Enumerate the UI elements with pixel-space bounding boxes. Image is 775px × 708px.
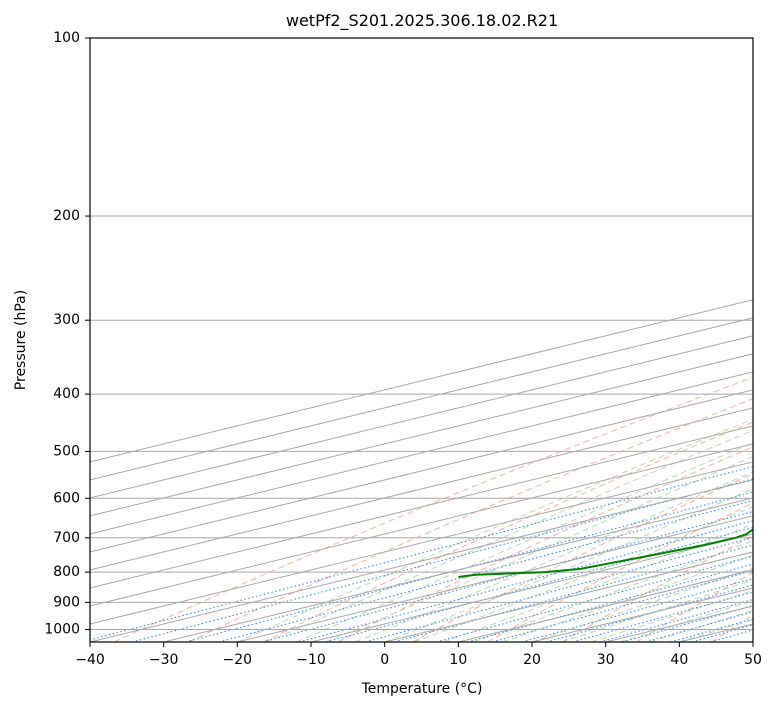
y-tick-label: 200 (53, 208, 80, 224)
mixing-ratio-line (546, 584, 753, 642)
mixing-ratio-line (131, 478, 753, 642)
x-tick-label: −30 (149, 652, 179, 668)
isotherm (90, 389, 753, 553)
series-line-2 (458, 528, 753, 578)
moist-adiabat (266, 429, 753, 642)
isotherm (90, 317, 753, 481)
chart-title: wetPf2_S201.2025.306.18.02.R21 (286, 11, 558, 31)
y-tick-label: 500 (53, 443, 80, 459)
isotherm (90, 407, 753, 571)
isotherm (90, 443, 753, 607)
x-tick-label: 0 (380, 652, 389, 668)
mixing-ratio-line (325, 526, 753, 642)
y-tick-label: 800 (53, 564, 80, 580)
axes: −40 −30 −20 −10 0 10 20 30 40 50 100 200 300 400 500 60… (44, 30, 762, 668)
mixing-ratio-line (521, 577, 753, 642)
x-tick-label: −40 (75, 652, 105, 668)
plot-border (89, 37, 754, 643)
y-tick-label: 100 (53, 30, 80, 46)
isotherm (90, 335, 753, 499)
moist-adiabat (531, 567, 753, 642)
plot-area (90, 38, 753, 642)
dry-adiabat (113, 376, 753, 642)
isotherm (90, 425, 753, 589)
x-tick-label: 10 (449, 652, 467, 668)
y-tick-label: 300 (53, 312, 80, 328)
x-tick-label: 50 (744, 652, 762, 668)
data-series (458, 528, 753, 578)
x-tick-label: 40 (670, 652, 688, 668)
isotherm (90, 479, 753, 642)
isotherm (237, 515, 753, 642)
x-tick-label: −20 (223, 652, 253, 668)
isotherm (90, 461, 753, 625)
plot-frame (89, 37, 754, 643)
x-tick-label: −10 (296, 652, 326, 668)
mixing-ratio-line (90, 465, 753, 641)
y-tick-label: 600 (53, 490, 80, 506)
dry-adiabat (263, 421, 753, 642)
moist-adiabat (384, 487, 753, 642)
y-tick-label: 700 (53, 530, 80, 546)
isotherm (90, 299, 753, 463)
y-tick-label: 1000 (44, 621, 80, 637)
y-tick-label: 900 (53, 594, 80, 610)
y-axis-label: Pressure (hPa) (13, 290, 29, 390)
moist-adiabat (237, 418, 753, 642)
isotherm (752, 641, 753, 642)
mixing-ratio-line (218, 499, 753, 642)
dry-adiabat (562, 535, 753, 642)
y-tick-label: 400 (53, 386, 80, 402)
plot-background (90, 38, 753, 642)
isotherm (163, 497, 753, 642)
dry-adiabat (337, 446, 753, 642)
mixing-ratio-line (436, 555, 753, 642)
x-tick-label: 30 (597, 652, 615, 668)
mixing-ratio-line (492, 570, 753, 642)
x-axis-label: Temperature (°C) (361, 681, 483, 697)
x-tick-label: 20 (523, 652, 541, 668)
